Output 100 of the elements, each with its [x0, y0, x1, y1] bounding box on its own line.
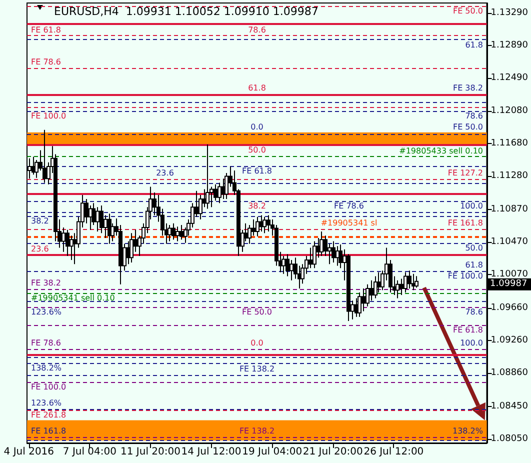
candlestick — [396, 280, 400, 299]
annotation: FE 127.2 — [448, 168, 483, 178]
candlestick — [62, 226, 66, 252]
annotation: 61.8 — [248, 84, 266, 92]
candlestick — [320, 231, 324, 256]
y-tick-label: 1.09260 — [490, 336, 528, 346]
annotation: 78.6 — [465, 308, 483, 316]
candlestick — [206, 144, 210, 210]
annotation: FE 61.8 — [242, 166, 272, 176]
annotation: 23.6 — [31, 244, 49, 254]
candlestick — [100, 205, 104, 234]
annotation: 0.0 — [250, 338, 264, 348]
candlestick — [256, 216, 260, 237]
annotation: #19905341 sl — [320, 218, 378, 228]
x-tick-label: 21 Jul 20:00 — [302, 446, 363, 458]
annotation: FE 78.6 — [31, 58, 62, 66]
candlestick — [176, 226, 180, 242]
candlestick — [110, 222, 114, 242]
annotation: FE 50.0 — [242, 308, 272, 316]
x-tick-label: 11 Jul 20:00 — [120, 446, 180, 458]
annotation: FE 61.8 — [31, 26, 62, 34]
candlestick — [366, 284, 370, 307]
annotation: #19905341 sell 0.10 — [31, 294, 115, 302]
annotation: 50.0 — [465, 244, 483, 252]
annotation: FE 38.2 — [31, 278, 62, 288]
annotation: FE 261.8 — [31, 410, 66, 420]
candlestick — [400, 278, 404, 296]
y-tick-label: 1.12080 — [490, 106, 528, 116]
candlestick — [362, 288, 366, 312]
annotation: FE 38.2 — [452, 84, 483, 92]
candlestick — [408, 270, 412, 289]
annotation: 50.0 — [248, 146, 266, 154]
x-tick-label: 26 Jul 12:00 — [364, 446, 424, 458]
y-tick-label: 1.12890 — [490, 40, 528, 50]
candlestick — [404, 272, 408, 294]
annotation: 123.6% — [31, 398, 62, 408]
candlestick — [376, 272, 380, 294]
annotation: FE 161.8 — [31, 426, 66, 436]
annotation: 38.2 — [248, 202, 266, 210]
x-tick-label: 7 Jul 04:00 — [62, 446, 116, 458]
x-tick-label: 4 Jul 2016 — [4, 446, 54, 458]
annotation: FE 61.8 — [452, 326, 483, 334]
candlestick — [266, 214, 270, 232]
annotation: FE 100.0 — [31, 382, 66, 392]
candlestick — [104, 214, 108, 239]
candlestick — [312, 240, 316, 269]
annotation: 23.6 — [156, 168, 174, 178]
candlestick — [332, 240, 336, 263]
y-tick-label: 1.10470 — [490, 237, 528, 248]
candlestick — [66, 229, 70, 256]
candlestick — [282, 255, 286, 274]
candlestick — [168, 224, 172, 242]
x-tick-label: 19 Jul 04:00 — [242, 446, 302, 458]
candlestick — [252, 218, 256, 236]
annotation: 61.8 — [465, 260, 483, 270]
annotation: 138.2% — [31, 364, 62, 372]
candlestick — [290, 260, 294, 281]
candlestick — [414, 276, 418, 288]
candlestick — [308, 247, 312, 269]
candlestick — [328, 243, 332, 265]
candlestick — [262, 216, 266, 234]
y-tick-label: 1.11280 — [490, 171, 528, 182]
annotation: FE 161.8 — [448, 218, 483, 228]
candlestick — [130, 232, 134, 263]
annotation: 138.2% — [452, 426, 484, 436]
chart-title: EURUSD,H4 1.09931 1.10052 1.09910 1.09987 — [54, 5, 318, 18]
y-tick-label: 1.12490 — [490, 72, 528, 83]
annotation: 123.6% — [31, 308, 62, 316]
annotation: 100.0 — [460, 202, 483, 210]
annotation: 100.0 — [460, 338, 483, 348]
candlestick — [358, 292, 362, 318]
y-tick-label: 1.08450 — [490, 401, 528, 412]
annotation: FE 50.0 — [452, 6, 483, 16]
candlestick — [374, 276, 378, 299]
annotation: FE 138.2 — [239, 426, 275, 436]
candlestick — [96, 206, 100, 232]
annotation: 78.6 — [248, 26, 266, 34]
candlestick — [172, 222, 176, 240]
annotation: 61.8 — [465, 40, 483, 50]
annotation: FE 78.6 — [31, 338, 62, 348]
annotation: FE 78.6 — [334, 202, 364, 210]
candlestick — [180, 224, 184, 240]
annotation: 38.2 — [31, 216, 49, 226]
annotation: FE 100.0 — [448, 272, 483, 280]
candlestick — [218, 182, 222, 204]
y-tick-label: 1.09660 — [490, 302, 528, 313]
y-tick-label: 1.08860 — [490, 368, 528, 378]
y-tick-label: 1.11680 — [490, 138, 528, 149]
y-tick-label: 1.10870 — [490, 204, 528, 215]
annotation: 0.0 — [250, 122, 264, 132]
y-tick-label: 1.10070 — [490, 270, 528, 280]
candlestick — [42, 129, 46, 184]
annotation: #19805433 sell 0.10 — [399, 146, 483, 156]
x-tick-label: 14 Jul 12:00 — [181, 446, 242, 458]
candlestick — [286, 254, 290, 277]
annotation: FE 138.2 — [239, 364, 275, 374]
candlestick — [370, 280, 374, 302]
y-tick-label: 1.13290 — [490, 8, 528, 18]
annotation: FE 50.0 — [452, 122, 483, 132]
y-tick-label: 1.08050 — [490, 434, 528, 444]
